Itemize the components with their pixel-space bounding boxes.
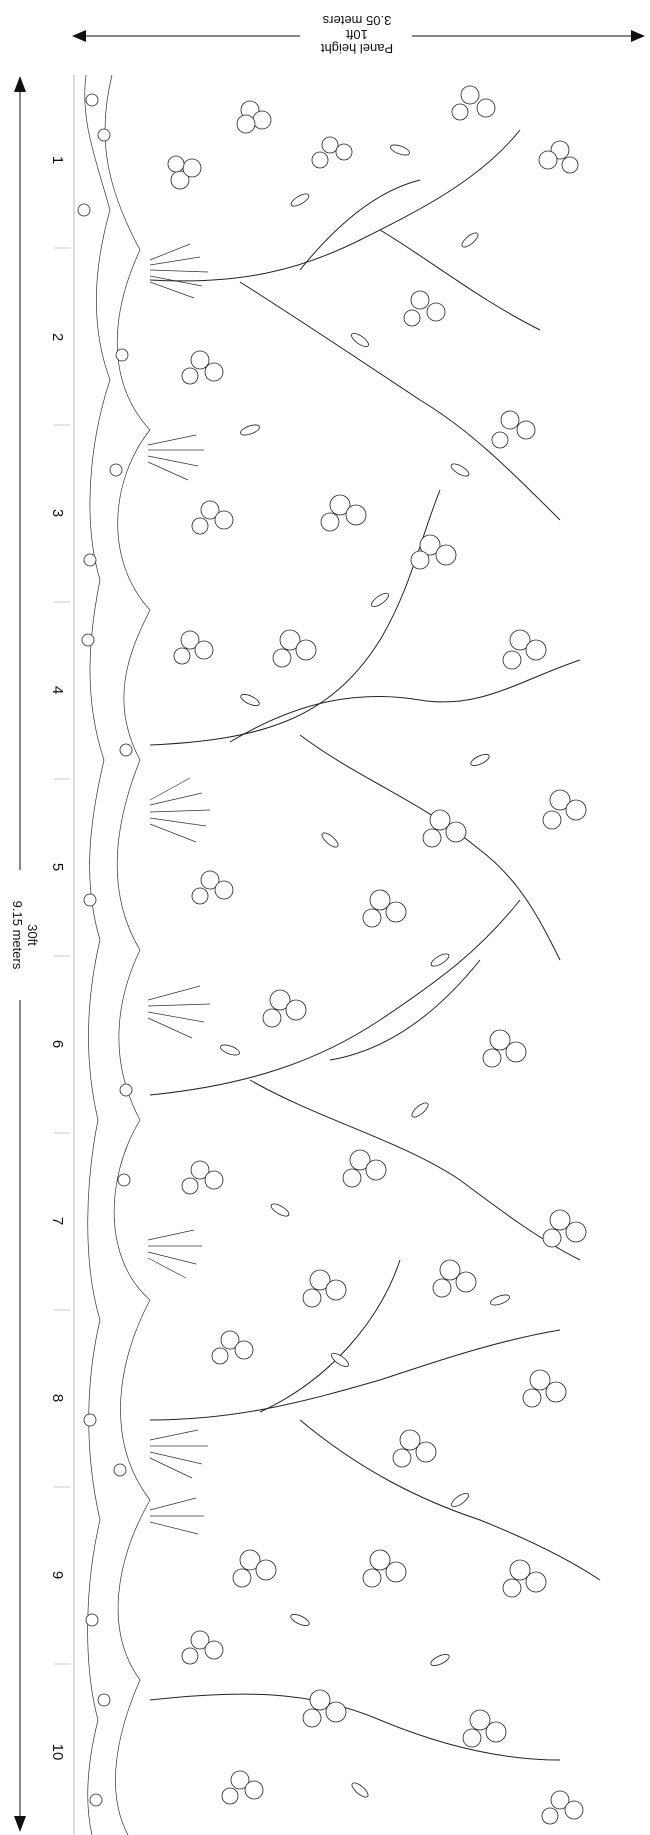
leaves xyxy=(220,144,510,1798)
arrow-right-icon xyxy=(631,30,645,42)
total-width-dimension: 30ft 9.15 meters xyxy=(10,76,40,1832)
arrow-down-icon xyxy=(14,1816,26,1832)
panel-number: 7 xyxy=(49,1217,66,1225)
panel-number: 9 xyxy=(49,1571,66,1579)
arrow-left-icon xyxy=(72,30,86,42)
panel-number: 6 xyxy=(49,1040,66,1048)
panel-height-dimension: Panel height 10ft 3.05 meters xyxy=(72,13,645,56)
panel-number: 10 xyxy=(49,1744,66,1761)
total-width-imperial: 30ft xyxy=(25,924,40,946)
panel-numbers: 1 2 3 4 5 6 7 8 9 10 xyxy=(49,156,66,1761)
panel-number: 4 xyxy=(49,686,66,694)
panel-height-imperial: 10ft xyxy=(346,27,368,42)
panel-height-label: Panel height xyxy=(320,41,393,56)
panel-number: 3 xyxy=(49,509,66,517)
ground-hills xyxy=(104,74,151,1835)
panel-height-metric: 3.05 meters xyxy=(322,13,391,28)
blossoms xyxy=(167,85,587,1825)
panel-tick-marks xyxy=(54,247,70,1665)
panel-number: 1 xyxy=(49,156,66,164)
grass-tufts xyxy=(147,243,211,1535)
ground-hills-back xyxy=(84,74,111,1835)
panel-number: 2 xyxy=(49,333,66,341)
panel-number: 5 xyxy=(49,863,66,871)
total-width-metric: 9.15 meters xyxy=(10,901,25,970)
ground-flowers xyxy=(77,93,133,1807)
arrow-up-icon xyxy=(14,76,26,92)
mural-artwork xyxy=(73,74,601,1835)
panel-number: 8 xyxy=(49,1394,66,1402)
